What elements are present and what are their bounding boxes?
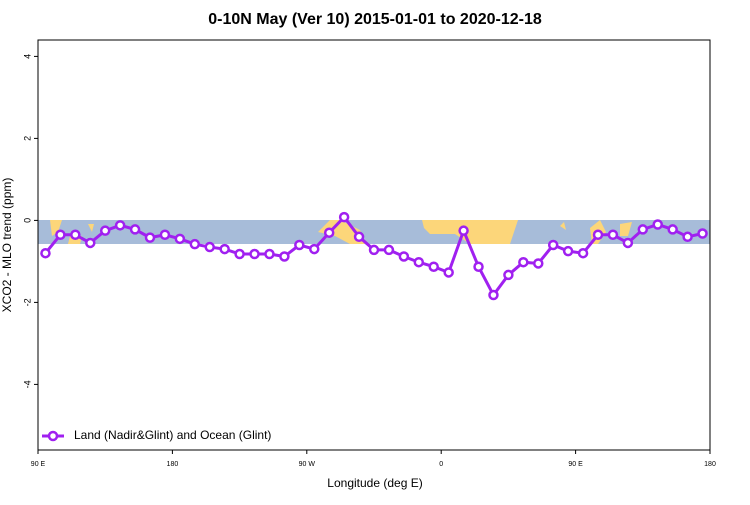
data-point bbox=[488, 289, 499, 301]
data-point bbox=[562, 245, 574, 257]
x-tick-label: 0 bbox=[439, 461, 443, 468]
x-tick-label: 90 W bbox=[299, 461, 316, 468]
data-point bbox=[473, 261, 484, 272]
data-point bbox=[234, 248, 245, 260]
data-point bbox=[204, 241, 215, 253]
data-point bbox=[533, 258, 544, 269]
data-point bbox=[383, 244, 395, 256]
plot-frame bbox=[37, 39, 711, 451]
y-tick-label: 0 bbox=[22, 218, 32, 223]
data-point bbox=[458, 225, 469, 236]
y-tick-label: 4 bbox=[22, 54, 32, 59]
data-point bbox=[503, 269, 514, 281]
data-point bbox=[413, 256, 425, 268]
chart-title: 0-10N May (Ver 10) 2015-01-01 to 2020-12… bbox=[208, 11, 542, 28]
data-point bbox=[129, 224, 141, 235]
data-point bbox=[667, 224, 678, 235]
data-point bbox=[249, 248, 260, 260]
data-point bbox=[443, 267, 454, 278]
data-point bbox=[294, 239, 305, 251]
data-point bbox=[114, 220, 126, 231]
data-point bbox=[637, 224, 649, 235]
x-tick-label: 90 E bbox=[568, 461, 583, 468]
data-point bbox=[219, 243, 230, 255]
data-point bbox=[338, 211, 350, 223]
data-point bbox=[652, 219, 663, 230]
data-point bbox=[398, 251, 410, 262]
data-point bbox=[428, 261, 439, 272]
data-point bbox=[159, 229, 171, 240]
x-tick-label: 180 bbox=[704, 461, 716, 468]
data-point bbox=[264, 248, 275, 260]
data-point bbox=[368, 244, 380, 256]
x-axis-label: Longitude (deg E) bbox=[327, 476, 422, 490]
y-tick-label: -4 bbox=[22, 380, 32, 388]
data-point bbox=[144, 232, 156, 243]
data-point bbox=[40, 247, 51, 259]
data-point bbox=[70, 229, 81, 240]
data-point bbox=[592, 229, 604, 240]
x-tick-label: 90 E bbox=[31, 461, 46, 468]
y-tick-label: -2 bbox=[22, 298, 32, 306]
data-point bbox=[547, 239, 559, 251]
data-point bbox=[622, 237, 634, 249]
y-axis-label: XCO2 - MLO trend (ppm) bbox=[0, 178, 14, 313]
data-point bbox=[697, 228, 708, 239]
legend-label: Land (Nadir&Glint) and Ocean (Glint) bbox=[74, 428, 271, 442]
data-point bbox=[189, 238, 201, 250]
data-point bbox=[577, 247, 589, 259]
data-point bbox=[174, 233, 186, 245]
data-point bbox=[309, 243, 320, 255]
data-point bbox=[99, 225, 111, 236]
x-tick-label: 180 bbox=[167, 461, 179, 468]
legend-marker bbox=[47, 430, 59, 442]
data-point bbox=[518, 256, 529, 268]
data-point bbox=[279, 251, 290, 262]
data-point bbox=[323, 227, 335, 238]
data-point bbox=[85, 237, 96, 249]
data-point bbox=[353, 231, 365, 243]
data-point bbox=[607, 229, 619, 240]
y-tick-label: 2 bbox=[22, 136, 32, 141]
data-point bbox=[55, 229, 66, 240]
data-point bbox=[682, 231, 693, 243]
